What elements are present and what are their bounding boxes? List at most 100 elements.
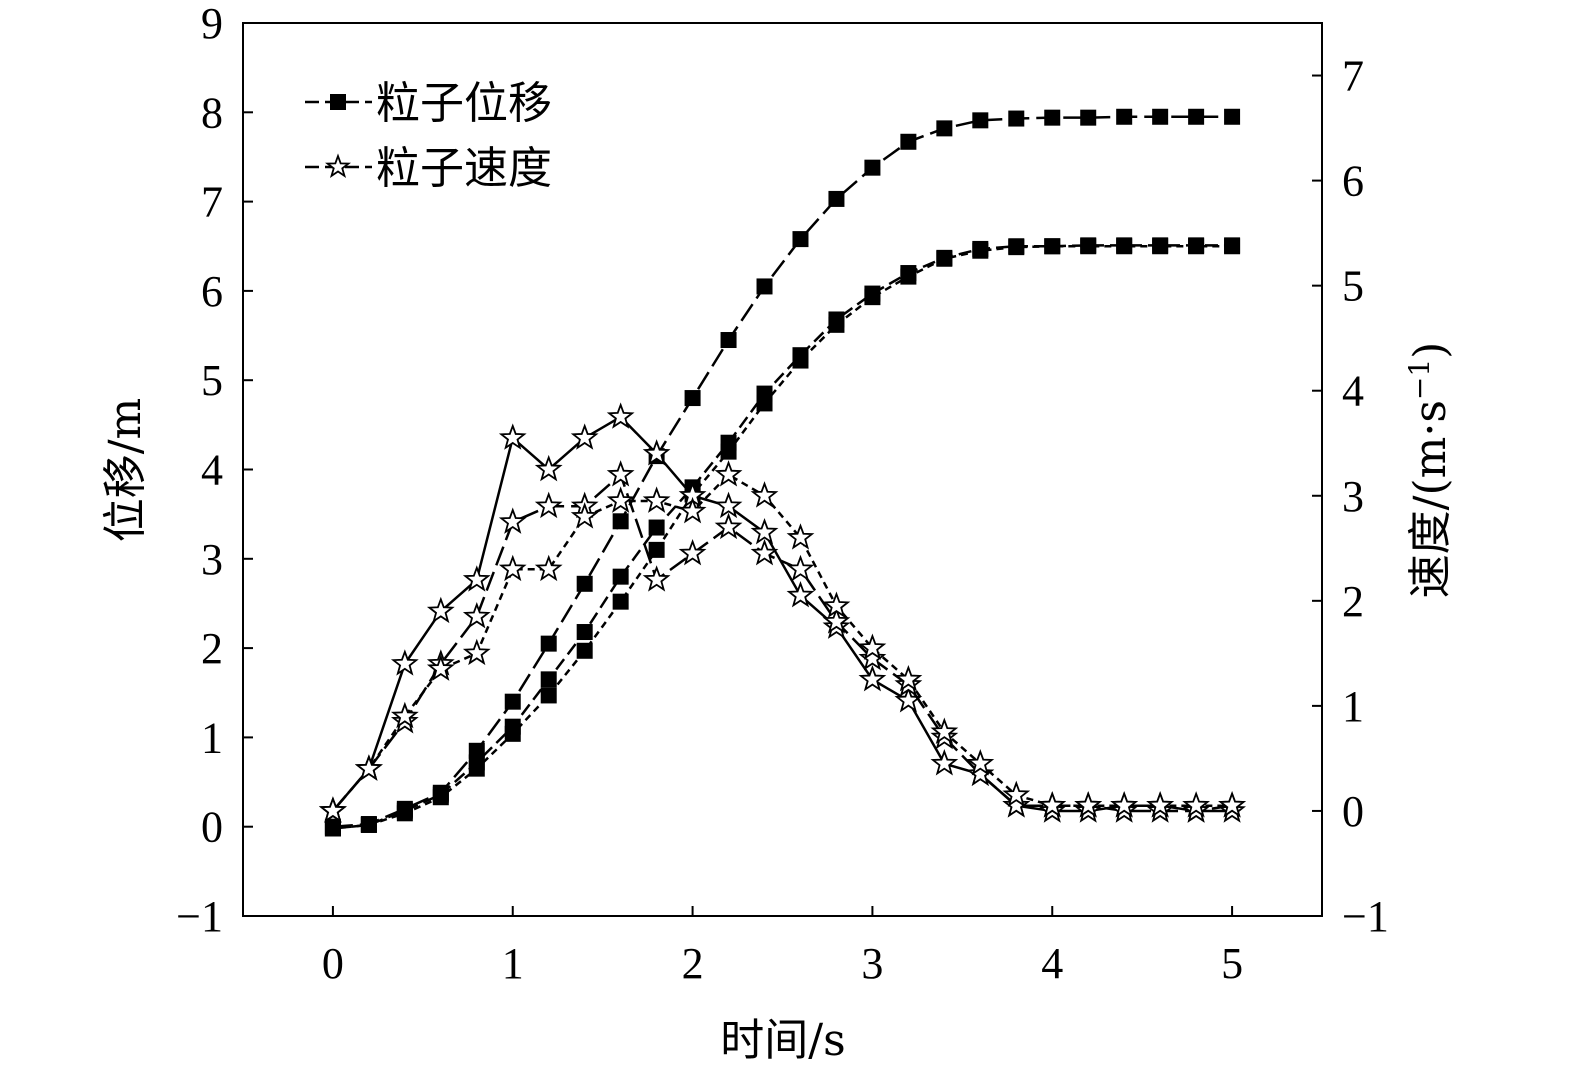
square-marker (792, 352, 809, 369)
star-marker (1074, 791, 1103, 818)
star-marker (786, 554, 815, 582)
square-marker (468, 760, 485, 777)
square-marker (576, 575, 593, 592)
star-marker (498, 507, 527, 534)
star-marker (858, 633, 887, 660)
y-left-tick-label: 8 (201, 88, 223, 137)
x-axis-title: 时间/s (720, 1015, 845, 1066)
y-axis-right-title-close: ) (1405, 342, 1456, 359)
square-marker (396, 805, 413, 822)
square-marker (864, 289, 881, 306)
x-tick-label: 4 (1041, 939, 1063, 988)
legend-star-marker-icon (325, 153, 351, 179)
y-left-tick-label: −1 (176, 892, 223, 941)
star-marker (930, 717, 959, 744)
y-left-tick-label: 5 (201, 356, 223, 405)
star-marker (858, 665, 887, 692)
square-marker (756, 395, 773, 412)
square-marker (720, 332, 737, 349)
series-line (332, 245, 1233, 830)
y-left-tick-label: 7 (201, 178, 223, 227)
star-marker (1182, 791, 1211, 818)
legend-item-velocity: 粒子速度 (305, 143, 552, 194)
star-marker (966, 749, 995, 776)
y-left-tick-label: 0 (201, 803, 223, 852)
square-marker (1080, 109, 1097, 126)
star-marker (642, 439, 671, 466)
y-axis-right-title: 速度/(m·s−1) (1403, 342, 1456, 599)
star-marker (498, 554, 527, 582)
series-displacement-2 (324, 237, 1241, 837)
star-marker (786, 580, 815, 608)
square-marker (900, 133, 917, 150)
y-right-tick-label: 7 (1342, 52, 1364, 101)
square-marker (720, 443, 737, 460)
square-marker (828, 190, 845, 207)
star-marker (534, 454, 563, 482)
y-right-tick-label: 2 (1342, 577, 1364, 626)
series-line (332, 244, 1233, 830)
star-marker (1038, 791, 1067, 818)
star-marker (498, 423, 527, 450)
star-marker (1146, 791, 1175, 818)
star-marker (319, 796, 347, 823)
square-marker (1116, 108, 1133, 125)
square-marker (1116, 238, 1133, 255)
square-marker (504, 725, 521, 742)
square-marker (1008, 110, 1025, 127)
star-marker (570, 502, 599, 529)
y-left-tick-label: 4 (201, 446, 223, 495)
square-marker (612, 513, 629, 530)
legend: 粒子位移 粒子速度 (305, 78, 552, 194)
square-marker (360, 816, 377, 833)
square-marker (1080, 238, 1097, 255)
star-marker (1110, 791, 1139, 818)
star-marker (1002, 791, 1031, 818)
series-displacement-3 (324, 238, 1241, 837)
square-marker (540, 635, 557, 652)
y-axis-left-title: 位移/m (100, 398, 151, 543)
star-marker (534, 554, 563, 582)
star-marker (750, 517, 779, 545)
star-marker (678, 496, 707, 524)
star-marker (714, 512, 743, 540)
square-marker (936, 250, 953, 267)
square-marker (972, 242, 989, 259)
square-marker (1152, 108, 1169, 125)
series-velocity-6 (319, 460, 1246, 823)
series-velocity-4 (319, 402, 1246, 823)
square-marker (1224, 108, 1241, 125)
star-marker (786, 523, 815, 550)
square-marker (540, 671, 557, 688)
square-marker (648, 519, 665, 536)
star-marker (642, 565, 671, 592)
star-marker (642, 486, 671, 513)
series-line (331, 473, 1233, 812)
star-marker (354, 754, 383, 781)
y-left-tick-label: 1 (201, 713, 223, 762)
square-marker (432, 789, 449, 806)
square-marker (504, 693, 521, 710)
square-marker (936, 120, 953, 137)
square-marker (1188, 238, 1205, 255)
x-tick-label: 2 (682, 939, 704, 988)
y-right-tick-label: 1 (1342, 682, 1364, 731)
square-marker (900, 268, 917, 285)
y-left-tick-label: 6 (201, 267, 223, 316)
legend-item-displacement: 粒子位移 (305, 78, 552, 129)
x-axis: 0 1 2 3 4 5 (322, 906, 1243, 988)
star-marker (822, 591, 851, 618)
star-marker (426, 654, 455, 681)
square-marker (1152, 238, 1169, 255)
star-marker (894, 665, 923, 692)
star-marker (426, 596, 455, 624)
square-marker (972, 112, 989, 129)
y-right-tick-label: 3 (1342, 472, 1364, 521)
star-marker (678, 538, 707, 566)
star-marker (714, 460, 743, 487)
series-displacement-1 (324, 108, 1241, 835)
y-left-tick-label: 9 (201, 0, 223, 48)
y-right-tick-label: −1 (1342, 892, 1389, 941)
star-marker (462, 601, 491, 629)
